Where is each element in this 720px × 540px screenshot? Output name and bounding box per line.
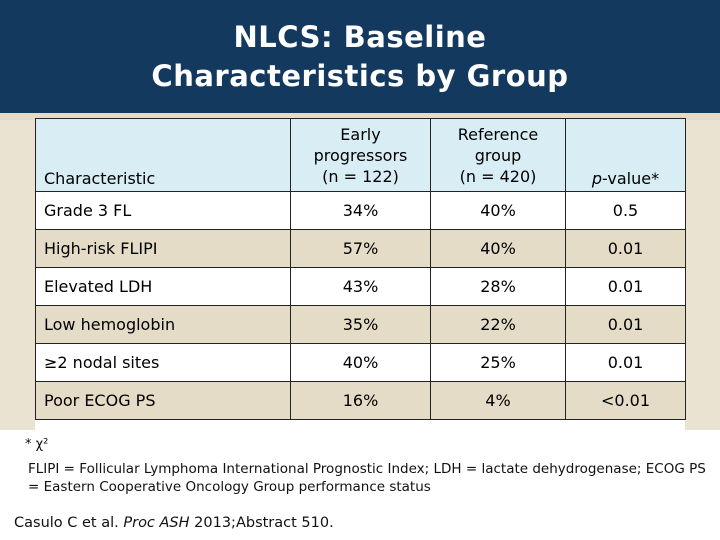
header-early-line-1: Early bbox=[340, 124, 381, 144]
header-characteristic: Characteristic bbox=[35, 118, 291, 192]
row-reference: 28% bbox=[430, 267, 566, 306]
slide-title-line-1: NLCS: Baseline bbox=[233, 19, 487, 54]
row-characteristic: ≥2 nodal sites bbox=[35, 343, 291, 382]
header-p-rest: -value* bbox=[602, 169, 660, 188]
row-early: 35% bbox=[290, 305, 431, 344]
row-characteristic: Elevated LDH bbox=[35, 267, 291, 306]
row-p-value: 0.01 bbox=[565, 229, 686, 268]
row-characteristic: High-risk FLIPI bbox=[35, 229, 291, 268]
right-decorative-stripe bbox=[685, 120, 720, 430]
table-row: Poor ECOG PS 16% 4% <0.01 bbox=[35, 381, 686, 420]
row-early: 34% bbox=[290, 191, 431, 230]
header-reference-line-2: group bbox=[474, 145, 522, 165]
row-p-value: 0.01 bbox=[565, 267, 686, 306]
chi-square-footnote: * χ² bbox=[25, 437, 49, 452]
header-p-value: p-value* bbox=[565, 118, 686, 192]
row-reference: 40% bbox=[430, 191, 566, 230]
table-row: ≥2 nodal sites 40% 25% 0.01 bbox=[35, 343, 686, 382]
baseline-characteristics-table: Characteristic Early progressors (n = 12… bbox=[35, 118, 686, 420]
row-early: 40% bbox=[290, 343, 431, 382]
table-row: High-risk FLIPI 57% 40% 0.01 bbox=[35, 229, 686, 268]
header-reference-line-3: (n = 420) bbox=[459, 166, 537, 186]
row-p-value: <0.01 bbox=[565, 381, 686, 420]
row-reference: 22% bbox=[430, 305, 566, 344]
row-early: 43% bbox=[290, 267, 431, 306]
row-reference: 4% bbox=[430, 381, 566, 420]
header-reference-group: Reference group (n = 420) bbox=[430, 118, 566, 192]
header-early-line-3: (n = 122) bbox=[322, 166, 399, 186]
row-characteristic: Low hemoglobin bbox=[35, 305, 291, 344]
slide-title-line-2: Characteristics by Group bbox=[151, 58, 569, 93]
row-early: 57% bbox=[290, 229, 431, 268]
row-reference: 25% bbox=[430, 343, 566, 382]
table-header-row: Characteristic Early progressors (n = 12… bbox=[35, 118, 686, 192]
row-p-value: 0.01 bbox=[565, 343, 686, 382]
citation-detail: 2013;Abstract 510. bbox=[194, 515, 334, 531]
citation: Casulo C et al. Proc ASH 2013;Abstract 5… bbox=[14, 515, 334, 531]
title-banner: NLCS: Baseline Characteristics by Group bbox=[0, 0, 720, 113]
citation-authors: Casulo C et al. bbox=[14, 515, 119, 531]
row-early: 16% bbox=[290, 381, 431, 420]
table-row: Low hemoglobin 35% 22% 0.01 bbox=[35, 305, 686, 344]
header-reference-line-1: Reference bbox=[457, 124, 539, 144]
row-characteristic: Grade 3 FL bbox=[35, 191, 291, 230]
row-reference: 40% bbox=[430, 229, 566, 268]
header-p-italic: p bbox=[591, 169, 603, 188]
header-early-line-2: progressors bbox=[313, 145, 408, 165]
row-p-value: 0.01 bbox=[565, 305, 686, 344]
citation-journal: Proc ASH bbox=[123, 515, 190, 531]
accent-bar bbox=[0, 113, 720, 120]
left-decorative-stripe bbox=[0, 120, 35, 430]
header-early-progressors: Early progressors (n = 122) bbox=[290, 118, 431, 192]
table-row: Grade 3 FL 34% 40% 0.5 bbox=[35, 191, 686, 230]
abbreviations-note: FLIPI = Follicular Lymphoma Internationa… bbox=[28, 461, 706, 495]
row-characteristic: Poor ECOG PS bbox=[35, 381, 291, 420]
row-p-value: 0.5 bbox=[565, 191, 686, 230]
table-row: Elevated LDH 43% 28% 0.01 bbox=[35, 267, 686, 306]
